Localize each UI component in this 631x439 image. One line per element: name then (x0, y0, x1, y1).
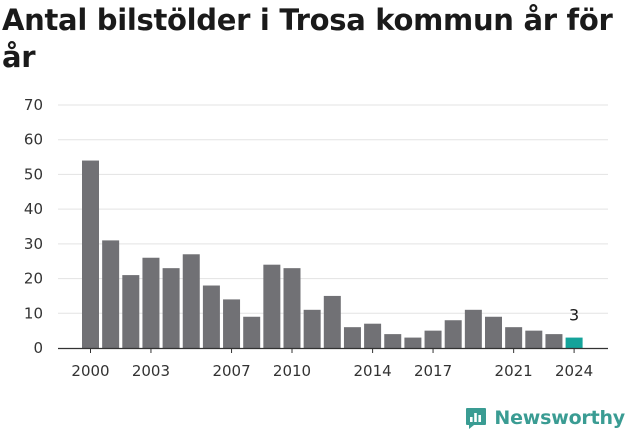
y-tick-label: 70 (24, 96, 43, 114)
brand-name: Newsworthy (494, 407, 625, 429)
bar-2007 (223, 299, 241, 348)
y-tick-label: 50 (24, 165, 43, 183)
bar-2004 (162, 268, 180, 348)
y-axis-ticks: 0 10 20 30 40 50 60 70 (24, 96, 43, 357)
bar-2009 (263, 264, 281, 348)
x-tick-label: 2007 (212, 362, 250, 380)
y-tick-label: 0 (33, 339, 43, 357)
bars (82, 160, 583, 348)
bar-2022 (525, 330, 543, 348)
bar-2019 (464, 309, 482, 348)
bar-2015 (384, 334, 402, 348)
bar-2003 (142, 257, 160, 348)
bar-2018 (444, 320, 462, 348)
x-tick-label: 2003 (132, 362, 170, 380)
bar-2021 (505, 327, 523, 348)
bar-2005 (182, 254, 200, 348)
x-axis-ticks: 2000 2003 2007 2010 2014 2017 2021 2024 (71, 348, 593, 380)
y-tick-label: 30 (24, 235, 43, 253)
bar-2011 (303, 309, 321, 348)
bar-2014 (364, 323, 382, 348)
data-label-2024: 3 (569, 306, 579, 325)
bar-2013 (343, 327, 361, 348)
bar-2008 (243, 316, 261, 348)
x-tick-label: 2010 (273, 362, 311, 380)
y-tick-label: 10 (24, 304, 43, 322)
y-tick-label: 40 (24, 200, 43, 218)
x-tick-label: 2017 (414, 362, 452, 380)
bar-chart: 0 10 20 30 40 50 60 70 2000 2003 2007 2010 2014 2017… (24, 96, 608, 380)
y-tick-label: 20 (24, 270, 43, 288)
bar-2006 (202, 285, 220, 348)
gridlines (58, 104, 608, 314)
bar-2016 (404, 337, 422, 348)
chart-title: Antal bilstölder i Trosa kommun år för å… (2, 3, 613, 74)
newsworthy-logo-icon (466, 408, 487, 429)
bar-2023 (545, 334, 563, 348)
bar-2002 (122, 275, 140, 348)
x-tick-label: 2021 (495, 362, 533, 380)
bar-2024 (565, 337, 583, 348)
bar-2012 (323, 295, 341, 348)
x-tick-label: 2024 (555, 362, 593, 380)
bar-2010 (283, 268, 301, 348)
bar-2017 (424, 330, 442, 348)
x-tick-label: 2000 (71, 362, 109, 380)
y-tick-label: 60 (24, 131, 43, 149)
bar-2000 (82, 160, 99, 348)
bar-2020 (485, 316, 502, 348)
data-labels: 3 (569, 306, 579, 325)
bar-2001 (102, 240, 120, 348)
newsworthy-brand: Newsworthy (464, 403, 625, 433)
x-tick-label: 2014 (354, 362, 392, 380)
